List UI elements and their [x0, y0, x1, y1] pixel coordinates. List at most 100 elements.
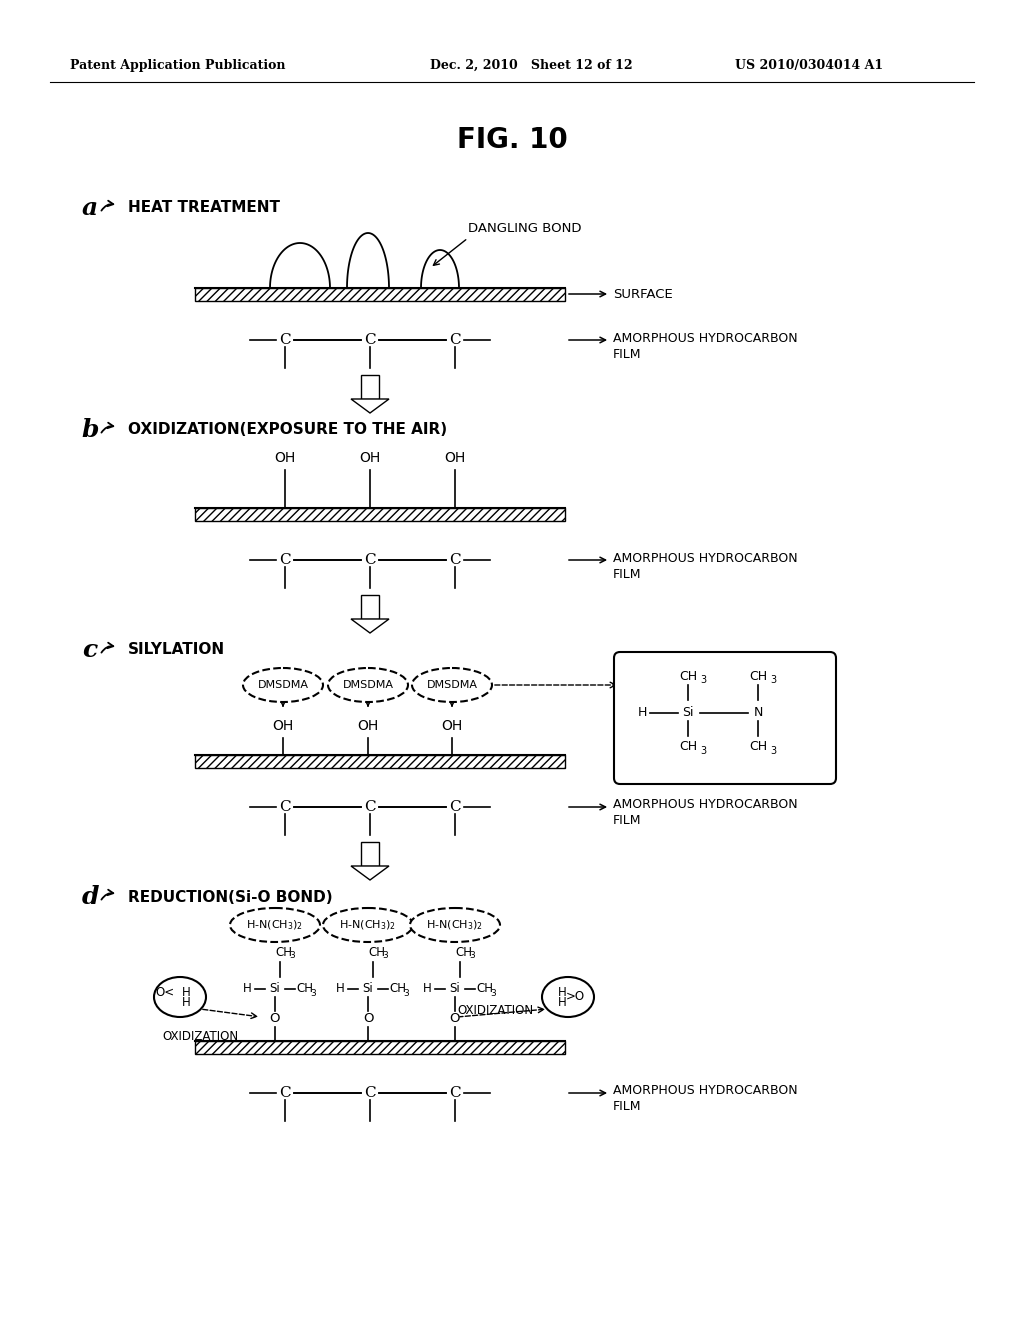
Text: FILM: FILM [613, 347, 641, 360]
Text: OXIDIZATION: OXIDIZATION [162, 1031, 239, 1044]
Text: DANGLING BOND: DANGLING BOND [468, 222, 582, 235]
Ellipse shape [230, 908, 319, 942]
Text: HEAT TREATMENT: HEAT TREATMENT [128, 201, 280, 215]
Text: H: H [182, 995, 190, 1008]
Text: OH: OH [274, 451, 296, 465]
Text: Si: Si [269, 982, 281, 995]
Text: C: C [450, 800, 461, 814]
Text: 3: 3 [310, 989, 315, 998]
Text: CH: CH [749, 741, 767, 754]
Ellipse shape [328, 668, 408, 702]
Bar [195, 288, 565, 301]
Text: C: C [280, 333, 291, 347]
Text: O: O [450, 1012, 460, 1026]
Text: 3: 3 [469, 952, 475, 961]
Text: CH: CH [275, 945, 292, 958]
Text: H: H [637, 706, 647, 719]
Text: SILYLATION: SILYLATION [128, 643, 225, 657]
Text: AMORPHOUS HYDROCARBON: AMORPHOUS HYDROCARBON [613, 799, 798, 812]
Text: C: C [280, 1086, 291, 1100]
Text: H: H [423, 982, 431, 995]
Text: 3: 3 [403, 989, 409, 998]
Text: DMSDMA: DMSDMA [257, 680, 308, 690]
Text: H-N(CH$_3$)$_2$: H-N(CH$_3$)$_2$ [247, 919, 303, 932]
Text: C: C [450, 333, 461, 347]
Text: FILM: FILM [613, 568, 641, 581]
Text: C: C [365, 553, 376, 568]
Bar [195, 755, 565, 768]
Text: DMSDMA: DMSDMA [427, 680, 477, 690]
Text: OH: OH [357, 719, 379, 733]
Text: H: H [558, 995, 566, 1008]
Text: AMORPHOUS HYDROCARBON: AMORPHOUS HYDROCARBON [613, 331, 798, 345]
Text: c: c [82, 638, 97, 663]
Text: REDUCTION(Si-O BOND): REDUCTION(Si-O BOND) [128, 890, 333, 904]
Text: OH: OH [441, 719, 463, 733]
Text: 3: 3 [490, 989, 496, 998]
Text: OH: OH [359, 451, 381, 465]
Text: C: C [280, 800, 291, 814]
Text: AMORPHOUS HYDROCARBON: AMORPHOUS HYDROCARBON [613, 1085, 798, 1097]
Text: OH: OH [444, 451, 466, 465]
Text: C: C [280, 553, 291, 568]
Text: 3: 3 [770, 675, 776, 685]
Ellipse shape [323, 908, 413, 942]
Text: CH: CH [455, 945, 472, 958]
Text: OXIDIZATION(EXPOSURE TO THE AIR): OXIDIZATION(EXPOSURE TO THE AIR) [128, 422, 447, 437]
Text: CH: CH [296, 982, 313, 995]
Ellipse shape [410, 908, 500, 942]
Text: N: N [754, 706, 763, 719]
Text: CH: CH [749, 669, 767, 682]
Text: OXIDIZATION: OXIDIZATION [457, 1005, 534, 1018]
Text: a: a [82, 195, 98, 220]
Text: 3: 3 [770, 746, 776, 756]
Text: DMSDMA: DMSDMA [342, 680, 393, 690]
Text: SURFACE: SURFACE [613, 288, 673, 301]
Text: CH: CH [679, 741, 697, 754]
Text: O: O [362, 1012, 374, 1026]
Text: d: d [81, 884, 98, 909]
Text: FILM: FILM [613, 814, 641, 828]
Text: C: C [365, 1086, 376, 1100]
Polygon shape [351, 399, 389, 413]
Bar [195, 1041, 565, 1053]
Text: C: C [450, 1086, 461, 1100]
Ellipse shape [154, 977, 206, 1016]
Text: C: C [365, 800, 376, 814]
Bar [361, 595, 379, 619]
Text: Si: Si [362, 982, 374, 995]
Text: H: H [182, 986, 190, 998]
Text: C: C [450, 553, 461, 568]
Text: OH: OH [272, 719, 294, 733]
Text: Si: Si [450, 982, 461, 995]
FancyBboxPatch shape [614, 652, 836, 784]
Text: H: H [558, 986, 566, 999]
Text: FIG. 10: FIG. 10 [457, 125, 567, 154]
Text: C: C [365, 333, 376, 347]
Text: H-N(CH$_3$)$_2$: H-N(CH$_3$)$_2$ [339, 919, 396, 932]
Text: 3: 3 [700, 675, 707, 685]
Ellipse shape [243, 668, 323, 702]
Ellipse shape [412, 668, 492, 702]
Text: CH: CH [679, 669, 697, 682]
Text: >O: >O [566, 990, 585, 1003]
Text: H: H [336, 982, 344, 995]
Text: CH: CH [476, 982, 493, 995]
Text: 3: 3 [700, 746, 707, 756]
Text: Si: Si [682, 706, 693, 719]
Text: 3: 3 [382, 952, 388, 961]
Text: 3: 3 [289, 952, 295, 961]
Text: CH: CH [389, 982, 406, 995]
Bar [361, 375, 379, 399]
Text: b: b [81, 418, 98, 442]
Ellipse shape [542, 977, 594, 1016]
Polygon shape [351, 866, 389, 880]
Text: US 2010/0304014 A1: US 2010/0304014 A1 [735, 58, 883, 71]
Text: Patent Application Publication: Patent Application Publication [70, 58, 286, 71]
Text: Dec. 2, 2010   Sheet 12 of 12: Dec. 2, 2010 Sheet 12 of 12 [430, 58, 633, 71]
Text: H-N(CH$_3$)$_2$: H-N(CH$_3$)$_2$ [426, 919, 483, 932]
Text: O<: O< [155, 986, 174, 999]
Text: O: O [269, 1012, 281, 1026]
Text: AMORPHOUS HYDROCARBON: AMORPHOUS HYDROCARBON [613, 552, 798, 565]
Bar [195, 508, 565, 521]
